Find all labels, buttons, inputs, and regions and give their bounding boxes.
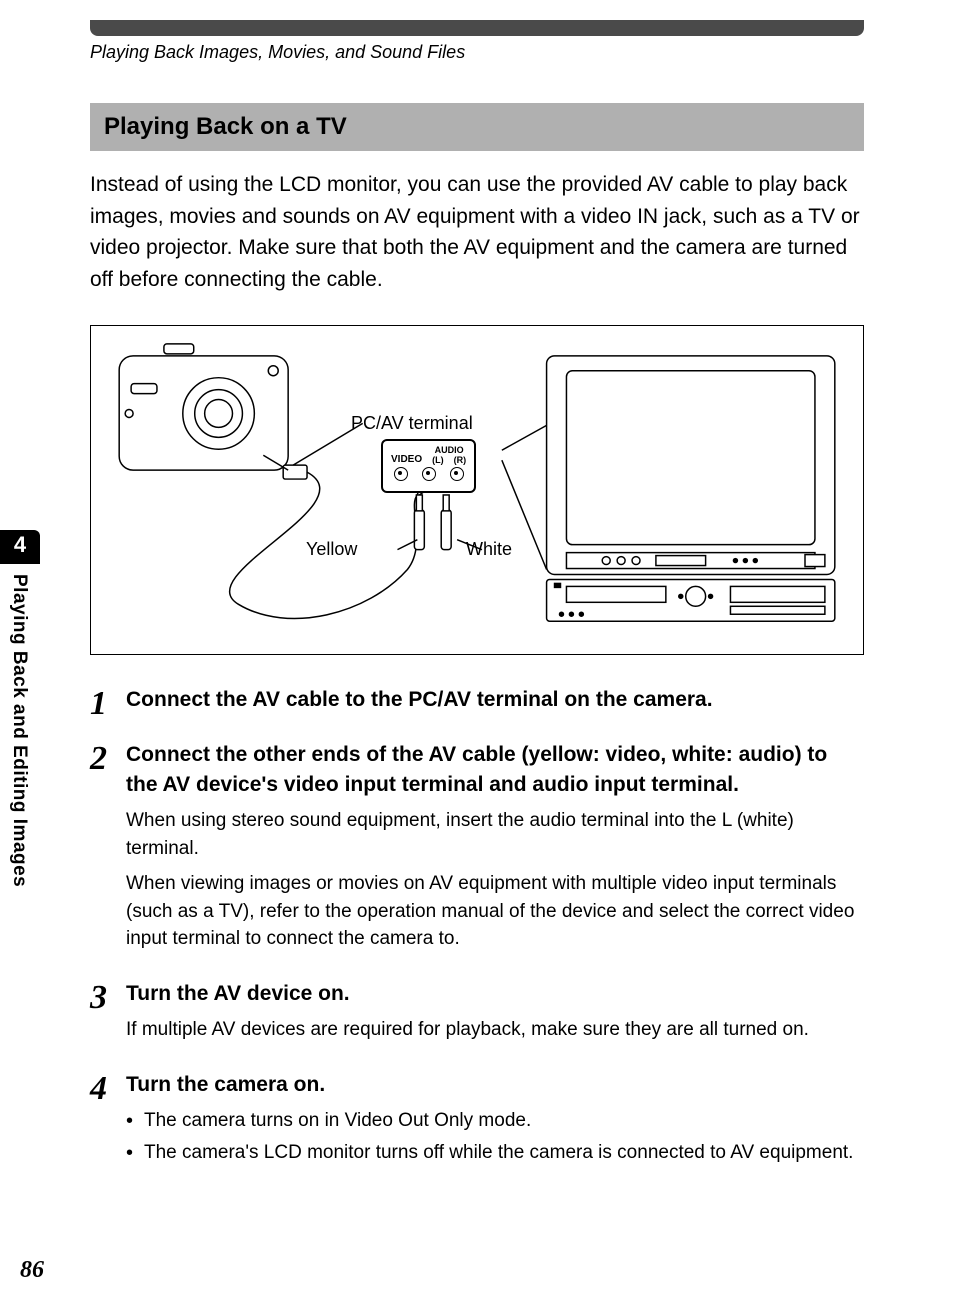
steps-list: 1 Connect the AV cable to the PC/AV term… bbox=[90, 685, 864, 1170]
step-item: 1 Connect the AV cable to the PC/AV term… bbox=[90, 685, 864, 722]
step-title: Connect the other ends of the AV cable (… bbox=[126, 740, 864, 799]
section-header: Playing Back on a TV bbox=[90, 103, 864, 151]
white-connector-label: White bbox=[466, 539, 512, 560]
diagram-svg bbox=[91, 326, 863, 654]
audio-l-label: (L) bbox=[432, 455, 444, 465]
audio-r-label: (R) bbox=[454, 455, 467, 465]
av-terminal-box: VIDEO AUDIO (L) (R) bbox=[381, 439, 476, 493]
step-title: Turn the AV device on. bbox=[126, 979, 864, 1008]
pcav-terminal-label: PC/AV terminal bbox=[351, 413, 473, 434]
chapter-title: Playing Back and Editing Images bbox=[0, 564, 38, 897]
step-number: 2 bbox=[90, 740, 126, 961]
video-jack-icon bbox=[394, 467, 408, 481]
top-bar bbox=[90, 20, 864, 36]
step-number: 1 bbox=[90, 685, 126, 722]
step-bullet: The camera's LCD monitor turns off while… bbox=[126, 1139, 864, 1167]
breadcrumb: Playing Back Images, Movies, and Sound F… bbox=[90, 42, 864, 63]
step-title: Connect the AV cable to the PC/AV termin… bbox=[126, 685, 864, 714]
step-bullet: The camera turns on in Video Out Only mo… bbox=[126, 1107, 864, 1135]
step-paragraph: When using stereo sound equipment, inser… bbox=[126, 807, 864, 862]
chapter-number: 4 bbox=[0, 530, 40, 564]
step-item: 4 Turn the camera on. The camera turns o… bbox=[90, 1070, 864, 1170]
intro-paragraph: Instead of using the LCD monitor, you ca… bbox=[90, 169, 864, 295]
audio-l-jack-icon bbox=[422, 467, 436, 481]
step-paragraph: When viewing images or movies on AV equi… bbox=[126, 870, 864, 953]
step-paragraph: If multiple AV devices are required for … bbox=[126, 1016, 864, 1044]
step-item: 3 Turn the AV device on. If multiple AV … bbox=[90, 979, 864, 1052]
connection-diagram: PC/AV terminal Yellow White VIDEO AUDIO … bbox=[90, 325, 864, 655]
video-label: VIDEO bbox=[391, 454, 422, 465]
manual-page: 4 Playing Back and Editing Images Playin… bbox=[0, 0, 954, 1314]
step-number: 4 bbox=[90, 1070, 126, 1170]
step-number: 3 bbox=[90, 979, 126, 1052]
side-tab: 4 Playing Back and Editing Images bbox=[0, 530, 40, 897]
audio-r-jack-icon bbox=[450, 467, 464, 481]
yellow-connector-label: Yellow bbox=[306, 539, 357, 560]
step-title: Turn the camera on. bbox=[126, 1070, 864, 1099]
audio-label: AUDIO bbox=[435, 445, 464, 455]
page-number: 86 bbox=[20, 1257, 44, 1284]
step-item: 2 Connect the other ends of the AV cable… bbox=[90, 740, 864, 961]
